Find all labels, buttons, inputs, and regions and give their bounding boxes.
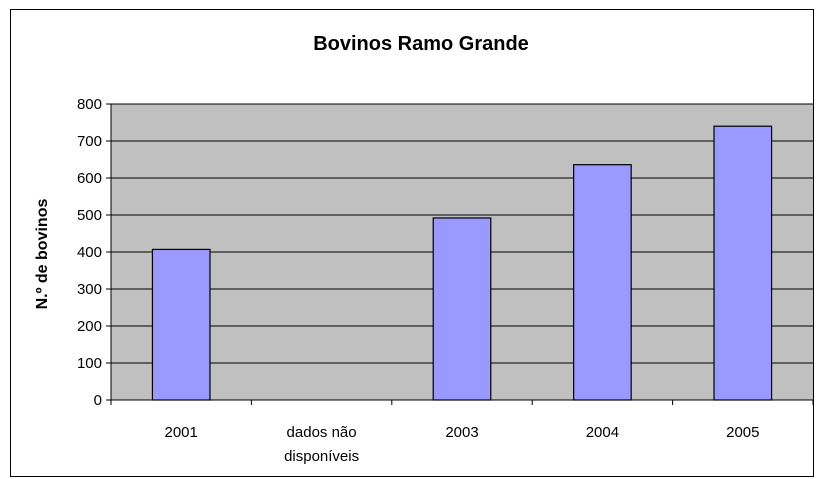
y-tick-label: 700 [77, 133, 102, 150]
axes [106, 103, 814, 405]
bar-2001 [151, 248, 211, 401]
y-tick-label: 500 [77, 207, 102, 224]
y-tick-label: 300 [77, 281, 102, 298]
x-tick-labels: 2001 dados não disponíveis 2003 2004 2005 [165, 424, 760, 465]
bar-2003 [432, 217, 492, 401]
y-tick-label: 800 [77, 96, 102, 113]
y-tick-label: 100 [77, 355, 102, 372]
y-tick-label: 600 [77, 170, 102, 187]
y-tick-labels: 0 100 200 300 400 500 600 700 800 [77, 96, 102, 409]
y-tick-label: 0 [94, 392, 102, 409]
bars [151, 125, 773, 401]
bar-2005 [713, 125, 773, 401]
x-tick-label: 2004 [586, 424, 619, 441]
x-tick-label: dados não disponíveis [284, 424, 359, 465]
x-tick-label: 2005 [726, 424, 759, 441]
x-tick-label: 2003 [445, 424, 478, 441]
y-tick-label: 400 [77, 244, 102, 261]
y-axis-title: N.º de bovinos [34, 199, 51, 310]
x-tick-label: 2001 [165, 424, 198, 441]
bar-2004 [573, 164, 632, 401]
chart-title: Bovinos Ramo Grande [313, 33, 529, 55]
y-tick-label: 200 [77, 318, 102, 335]
